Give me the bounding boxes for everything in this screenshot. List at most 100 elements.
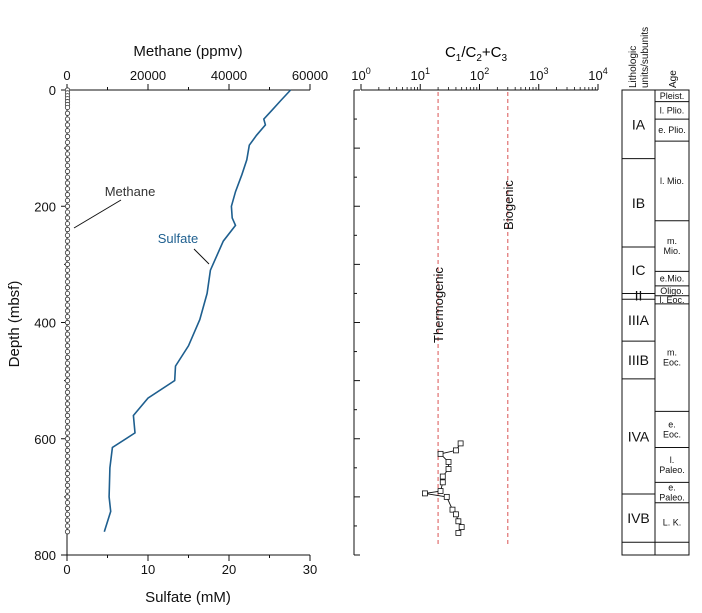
ratio-tick-label: 100: [351, 66, 370, 83]
methane-point: [64, 523, 71, 529]
methane-point: [64, 331, 71, 337]
methane-leader-line: [73, 199, 122, 229]
top-axis-title: Methane (ppmv): [133, 43, 242, 60]
methane-point: [64, 517, 71, 523]
age-column-frame: [654, 89, 690, 556]
y-tick-label: 200: [34, 199, 56, 214]
unit-label: IB: [632, 195, 645, 211]
methane-point: [64, 366, 71, 372]
methane-point: [64, 192, 71, 198]
methane-point: [64, 430, 71, 436]
methane-point: [64, 343, 71, 349]
age-label: l.: [670, 455, 675, 465]
age-label: L. K.: [663, 517, 682, 527]
reference-lines: Thermogenic Biogenic: [431, 92, 516, 545]
methane-point: [64, 296, 71, 302]
methane-point: [64, 354, 71, 360]
methane-point: [64, 267, 71, 273]
methane-point: [64, 209, 71, 215]
methane-point: [64, 529, 71, 535]
units-header-line2: units/subunits: [640, 27, 651, 88]
y-tick-label: 600: [34, 432, 56, 447]
ages: Pleist.l. Plio.e. Plio.l. Mio.m.Mio.e.Mi…: [655, 91, 689, 543]
methane-series: [64, 87, 71, 535]
unit-label: IIIA: [628, 312, 650, 328]
methane-point: [64, 372, 71, 378]
methane-point: [64, 482, 71, 488]
ratio-point: [437, 488, 444, 494]
methane-point: [64, 133, 71, 140]
ratio-point: [453, 447, 459, 454]
unit-label: IC: [632, 262, 646, 278]
units-header-line1: Lithologic: [628, 46, 639, 88]
methane-point: [64, 488, 71, 494]
sulfate-annotation: Sulfate: [158, 231, 198, 246]
methane-point: [64, 383, 71, 390]
top-tick-label: 60000: [292, 68, 328, 83]
ratio-point: [443, 493, 450, 500]
unit-label: IIIB: [628, 352, 649, 368]
age-label: Mio.: [663, 246, 680, 256]
panel1-ticks: 0 200 400 600 800 0 20000 40000 60000 0 10 20 30: [34, 68, 328, 577]
methane-sulfate-panel: Methane (ppmv) Sulfate (mM) Depth (mbsf)…: [6, 43, 328, 606]
age-label: l. Plio.: [660, 105, 685, 115]
top-tick-label: 40000: [211, 68, 247, 83]
methane-point: [64, 226, 71, 233]
methane-point: [64, 360, 71, 366]
methane-point: [64, 337, 71, 343]
methane-point: [64, 168, 71, 174]
sulfate-leader-line: [193, 248, 210, 265]
methane-point: [64, 232, 71, 238]
bottom-tick-label: 30: [303, 562, 317, 577]
methane-point: [64, 459, 71, 465]
methane-point: [64, 273, 71, 279]
methane-point: [64, 424, 71, 430]
methane-point: [64, 453, 71, 459]
bottom-tick-label: 0: [63, 562, 70, 577]
age-label: Paleo.: [659, 493, 685, 503]
bottom-tick-label: 10: [141, 562, 155, 577]
methane-point: [64, 285, 71, 291]
ratio-point: [422, 490, 428, 497]
age-header: Age: [668, 70, 679, 88]
methane-point: [64, 494, 71, 500]
methane-point: [64, 395, 71, 401]
top-tick-label: 0: [63, 68, 70, 83]
ratio-title: C1/C2+C3: [445, 44, 508, 64]
methane-point: [64, 407, 71, 413]
methane-point: [64, 197, 71, 204]
methane-point: [64, 441, 71, 448]
age-label: e.Mio.: [660, 274, 685, 284]
bottom-axis-title: Sulfate (mM): [145, 589, 231, 606]
unit-label: IVB: [627, 510, 650, 526]
ratio-points: [422, 440, 465, 536]
methane-point: [64, 378, 71, 384]
methane-point: [64, 186, 71, 192]
methane-point: [64, 279, 71, 285]
methane-point: [64, 203, 71, 209]
methane-point: [64, 116, 71, 122]
methane-point: [64, 122, 71, 128]
methane-point: [64, 418, 71, 424]
age-label: Pleist.: [660, 91, 685, 101]
methane-point: [64, 110, 71, 116]
gas-ratio-panel: C1/C2+C3 100 101 102 103 104 Thermogenic Biog…: [351, 44, 608, 556]
bottom-tick-label: 20: [222, 562, 236, 577]
methane-point: [64, 319, 71, 326]
methane-point: [64, 221, 71, 227]
methane-point: [64, 151, 71, 157]
methane-point: [64, 500, 71, 506]
methane-point: [64, 389, 71, 395]
methane-point: [64, 250, 71, 256]
ratio-tick-label: 103: [529, 66, 548, 83]
ratio-point: [439, 479, 446, 486]
reference-label-thermogenic: Thermogenic: [431, 267, 446, 343]
methane-point: [64, 145, 71, 151]
ratio-point: [445, 466, 452, 472]
methane-point: [64, 302, 71, 308]
age-label: Eoc.: [663, 429, 681, 439]
methane-point: [64, 465, 71, 471]
age-label: e.: [668, 419, 676, 429]
methane-point: [64, 471, 71, 477]
